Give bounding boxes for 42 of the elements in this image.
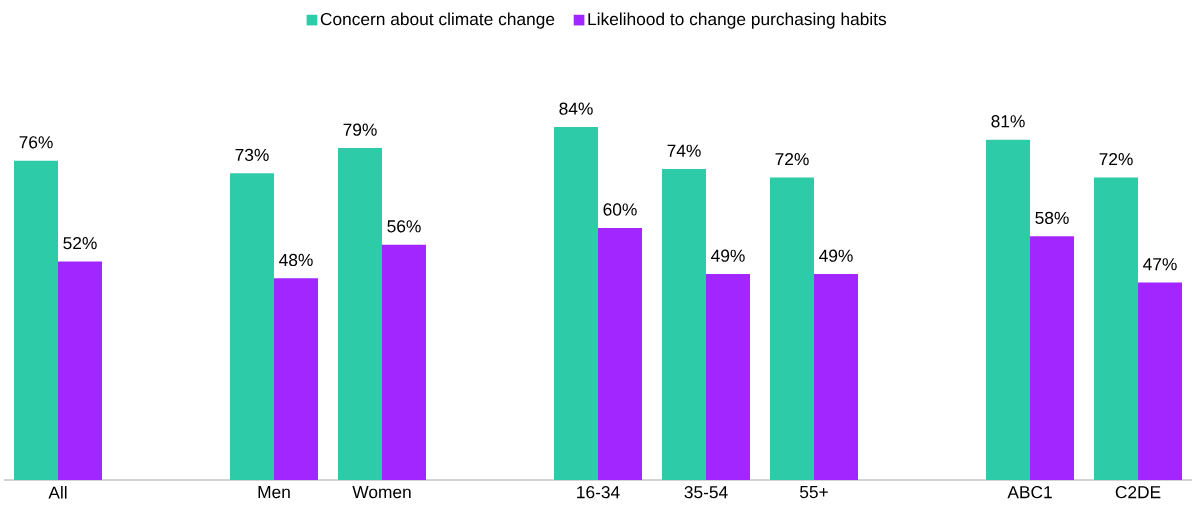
x-tick-label: 55+ xyxy=(800,486,828,499)
data-label: 47% xyxy=(1143,258,1177,271)
bar xyxy=(58,261,102,480)
bar xyxy=(598,227,643,480)
x-tick-label: ABC1 xyxy=(1007,486,1052,499)
bar xyxy=(814,274,859,480)
data-label: 79% xyxy=(343,123,377,136)
x-tick-label: 16-34 xyxy=(577,486,620,499)
bar xyxy=(706,274,751,480)
data-label: 58% xyxy=(1035,211,1069,225)
bar xyxy=(338,148,383,480)
bar xyxy=(1030,236,1075,480)
bar xyxy=(986,139,1031,480)
data-label: 49% xyxy=(711,249,745,262)
x-tick-label: Women xyxy=(352,486,411,499)
data-label: 81% xyxy=(991,115,1025,128)
data-label: 73% xyxy=(235,148,269,161)
bar xyxy=(274,278,318,480)
bar xyxy=(1094,177,1139,480)
legend-label: Concern about climate change xyxy=(320,12,555,29)
x-tick-label: Men xyxy=(258,486,290,499)
data-label: 74% xyxy=(667,144,701,157)
data-label: 76% xyxy=(19,136,53,149)
bar xyxy=(14,160,58,480)
data-label: 48% xyxy=(279,253,313,267)
data-label: 84% xyxy=(559,102,593,115)
data-label: 56% xyxy=(387,220,421,233)
data-label: 49% xyxy=(819,249,853,262)
bar xyxy=(662,169,707,480)
data-label: 60% xyxy=(603,203,637,216)
legend-label: Likelihood to change purchasing habits xyxy=(588,12,887,29)
bar xyxy=(1138,282,1183,480)
data-label: 52% xyxy=(63,236,97,250)
data-label: 72% xyxy=(1099,153,1133,166)
bar xyxy=(554,127,599,480)
data-label: 72% xyxy=(775,153,809,166)
bar xyxy=(230,173,274,480)
bar xyxy=(382,244,427,480)
x-tick-label: C2DE xyxy=(1115,486,1161,499)
x-tick-label: 35-54 xyxy=(684,486,728,499)
bar xyxy=(770,177,815,480)
x-tick-label: All xyxy=(48,486,67,499)
